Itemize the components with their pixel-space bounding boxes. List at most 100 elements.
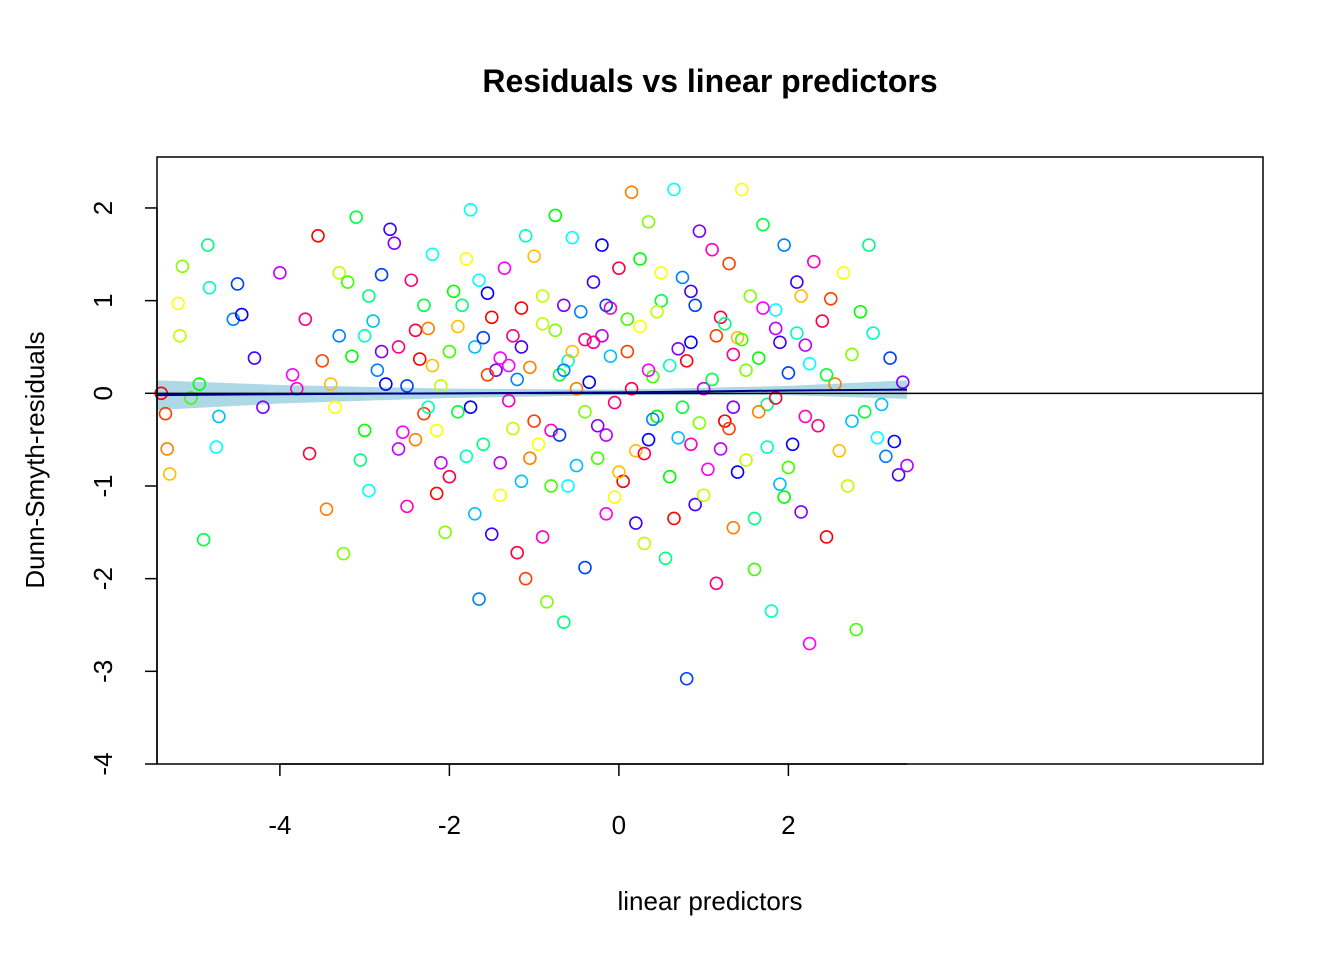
data-point [654, 293, 669, 308]
data-point [383, 222, 397, 237]
data-point [802, 356, 817, 371]
data-point [641, 432, 656, 447]
data-point [565, 344, 580, 359]
data-point [739, 363, 753, 377]
data-point [607, 395, 622, 410]
data-point [760, 440, 775, 454]
y-tick-label: -3 [88, 660, 118, 683]
data-point [209, 440, 224, 454]
data-point [768, 391, 783, 405]
data-point [679, 354, 694, 368]
data-point [429, 486, 444, 501]
data-point [582, 375, 597, 389]
data-point [412, 352, 427, 366]
data-point [514, 340, 529, 354]
x-axis-label: linear predictors [618, 886, 803, 916]
data-point [696, 381, 711, 396]
data-point [679, 671, 694, 686]
data-point [463, 203, 478, 217]
data-point [184, 391, 198, 405]
data-point [160, 442, 174, 456]
data-point [637, 446, 652, 461]
data-point [734, 332, 749, 347]
data-point [446, 284, 461, 299]
data-point [531, 437, 546, 452]
data-point [781, 366, 796, 380]
data-point [650, 409, 664, 424]
data-point [527, 249, 541, 263]
data-point [696, 488, 711, 503]
data-point [722, 421, 736, 436]
data-point [773, 477, 787, 491]
data-point [726, 400, 741, 415]
data-point [777, 490, 791, 504]
data-point [612, 465, 626, 479]
data-point [212, 409, 226, 424]
data-point [624, 381, 639, 396]
data-point [451, 405, 465, 419]
y-tick-label: 0 [88, 386, 118, 400]
plot-area [154, 182, 1263, 686]
data-point [798, 338, 813, 352]
y-tick-label: -1 [88, 474, 118, 497]
data-point [501, 358, 516, 373]
data-point [328, 400, 342, 415]
data-point [612, 261, 626, 276]
data-point [637, 536, 652, 551]
data-point [590, 418, 605, 433]
data-point [599, 428, 613, 442]
data-point [468, 340, 482, 354]
data-point [599, 298, 613, 313]
data-point [853, 304, 868, 319]
data-point [476, 330, 491, 345]
data-point [535, 317, 550, 331]
data-point [667, 511, 681, 526]
data-point [684, 335, 698, 350]
data-point [845, 347, 859, 362]
data-point [595, 329, 609, 343]
data-point [557, 298, 571, 313]
data-point [336, 546, 351, 561]
data-point [857, 405, 872, 419]
data-point [472, 592, 486, 606]
data-point [692, 416, 707, 430]
data-point [645, 412, 660, 427]
data-point [162, 467, 177, 481]
data-point [840, 479, 855, 493]
data-point [849, 622, 863, 637]
data-point [357, 329, 372, 343]
data-point [302, 446, 317, 461]
data-point [332, 266, 347, 280]
data-point [684, 437, 698, 452]
data-point [527, 414, 541, 428]
data-point [739, 453, 753, 467]
data-point [480, 367, 495, 382]
data-point [484, 527, 499, 541]
data-point [493, 488, 508, 503]
data-point [586, 335, 601, 350]
data-point [362, 289, 376, 303]
data-point [442, 344, 457, 359]
data-point [247, 351, 262, 365]
data-point [819, 530, 834, 544]
data-point [667, 182, 681, 197]
data-point [633, 252, 647, 266]
data-point [705, 372, 719, 387]
data-point [595, 238, 609, 252]
data-point [493, 456, 508, 470]
data-point [641, 363, 656, 377]
data-point [451, 319, 465, 334]
data-point [438, 525, 452, 540]
data-point [607, 490, 622, 504]
data-point [202, 280, 217, 295]
data-point [641, 215, 656, 229]
data-point [896, 375, 910, 389]
data-point [756, 217, 770, 232]
data-point [201, 238, 215, 252]
data-point [586, 275, 601, 289]
data-point [273, 266, 287, 280]
data-point [408, 323, 423, 338]
data-point [535, 289, 550, 303]
data-point [705, 242, 719, 257]
data-point [624, 185, 639, 200]
